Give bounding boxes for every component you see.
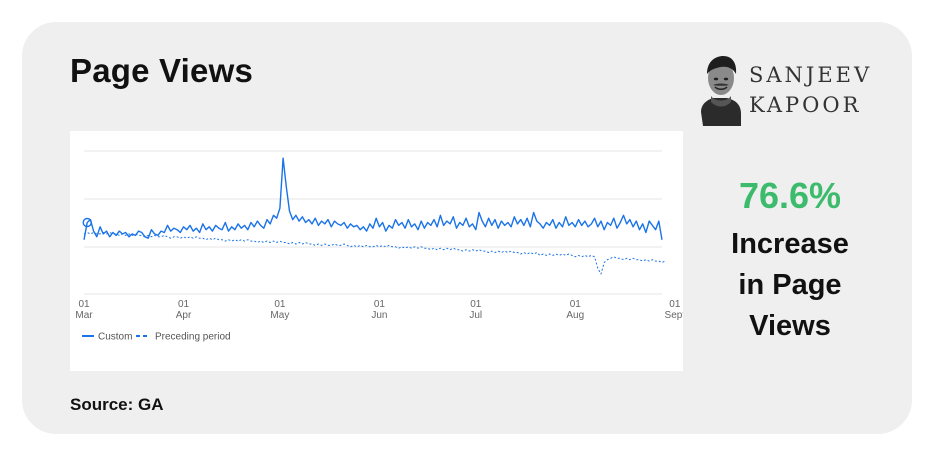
stat-line-2: in Page [738,269,842,301]
series-start-marker [82,217,92,228]
x-tick-month: May [270,310,289,321]
x-tick-month: Mar [75,310,93,321]
page-views-chart: 01Mar01Apr01May01Jun01Jul01Aug01SeptCust… [75,150,683,343]
x-tick-day: 01 [178,299,190,310]
source-note: Source: GA [70,395,164,414]
x-tick-month: Aug [566,310,584,321]
series-line-custom [83,157,663,240]
x-tick-day: 01 [470,299,482,310]
portrait-icon [701,56,741,126]
x-tick-day: 01 [669,299,681,310]
series-line-preceding-period [83,232,666,275]
x-tick-day: 01 [374,299,386,310]
legend-label-custom: Custom [98,332,132,343]
stat-line-1: Increase [731,228,849,260]
brand-logo: SANJEEV KAPOOR [697,52,869,128]
brand-name-line1: SANJEEV [749,63,873,87]
stat-block: 76.6% Increase in Page Views [700,174,880,347]
x-tick-month: Jul [469,310,482,321]
x-tick-day: 01 [274,299,286,310]
stat-value: 76.6% [738,175,842,216]
chart-panel: 01Mar01Apr01May01Jun01Jul01Aug01SeptCust… [70,131,683,371]
x-tick-day: 01 [78,299,90,310]
page-title: Page Views [70,52,254,89]
brand-name-line2: KAPOOR [749,93,862,117]
legend-label-preceding: Preceding period [155,332,231,343]
x-tick-month: Apr [176,310,192,321]
x-tick-month: Sept [665,310,683,321]
x-tick-day: 01 [570,299,582,310]
stat-line-3: Views [749,310,831,342]
x-tick-month: Jun [371,310,387,321]
